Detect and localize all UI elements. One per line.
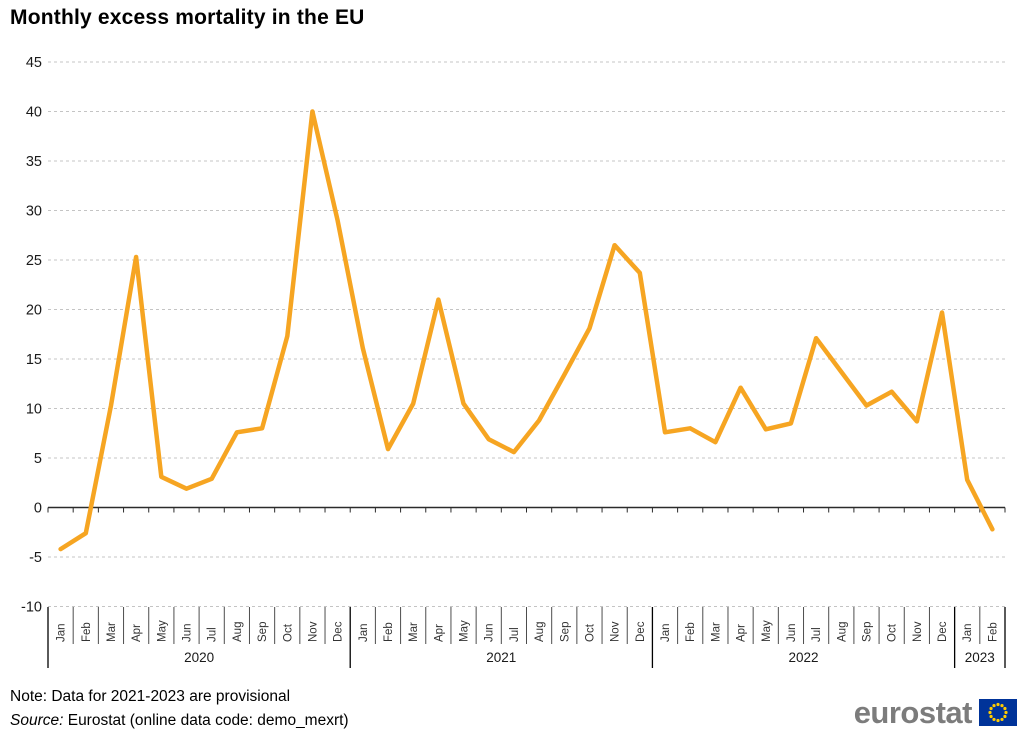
month-tick-label: Apr (131, 624, 143, 642)
month-tick-label: Oct (282, 623, 294, 642)
y-tick-label: 30 (26, 204, 42, 220)
month-tick-label: Jan (660, 623, 672, 642)
source-text: Eurostat (online data code: demo_mexrt) (63, 712, 349, 729)
y-tick-label: 15 (26, 352, 42, 368)
chart-note: Note: Data for 2021-2023 are provisional (10, 688, 291, 705)
month-tick-label: Oct (585, 623, 597, 642)
y-tick-label: 0 (34, 501, 42, 517)
y-tick-label: 5 (34, 451, 42, 467)
month-tick-label: Mar (408, 622, 420, 642)
y-tick-label: 25 (26, 253, 42, 269)
y-tick-label: -5 (29, 550, 42, 566)
month-tick-label: Feb (81, 622, 93, 642)
year-label: 2021 (486, 650, 516, 665)
month-tick-label: Oct (887, 623, 899, 642)
year-label: 2020 (184, 650, 214, 665)
month-tick-label: May (156, 620, 168, 642)
month-tick-label: Dec (937, 621, 949, 642)
chart-source: Source: Eurostat (online data code: demo… (10, 712, 349, 730)
y-gridlines (48, 61, 1005, 607)
month-tick-label: Jan (962, 623, 974, 642)
month-tick-label: Jun (786, 623, 798, 642)
month-tick-label: Jul (811, 627, 823, 642)
month-tick-label: Aug (836, 622, 848, 642)
month-tick-label: Nov (912, 621, 924, 642)
month-tick-label: Aug (534, 622, 546, 642)
page-title: Monthly excess mortality in the EU (10, 6, 365, 29)
month-tick-label: Sep (559, 622, 571, 642)
month-tick-label: Dec (635, 621, 647, 642)
eurostat-logo: eurostat (854, 697, 1017, 728)
y-tick-label: 35 (26, 154, 42, 170)
month-tick-label: Jul (207, 627, 219, 642)
month-tick-label: Sep (257, 622, 269, 642)
month-tick-label: Jul (509, 627, 521, 642)
excess-mortality-line-chart: 45 40 35 30 25 20 15 10 5 0 -5 -10 Jan Feb Mar Apr May Ju… (21, 55, 1006, 668)
month-tick-label: Jun (484, 623, 496, 642)
y-axis-labels: 45 40 35 30 25 20 15 10 5 0 -5 -10 (21, 55, 42, 616)
month-tick-label: Apr (736, 624, 748, 642)
month-tick-label: Sep (862, 622, 874, 642)
month-tick-label: Mar (710, 622, 722, 642)
month-tick-label: Nov (610, 621, 622, 642)
y-tick-label: 40 (26, 105, 42, 121)
month-tick-label: May (459, 620, 471, 642)
month-tick-label: Nov (307, 621, 319, 642)
month-tick-label: Mar (106, 622, 118, 642)
year-label: 2023 (965, 650, 995, 665)
month-separators (47, 607, 1006, 668)
chart-canvas: 45 40 35 30 25 20 15 10 5 0 -5 -10 Jan Feb Mar Apr May Ju… (21, 55, 1006, 668)
month-tick-label: Jan (358, 623, 370, 642)
month-tick-label: Dec (333, 621, 345, 642)
source-label: Source: (10, 712, 64, 729)
month-tick-label: Apr (433, 624, 445, 642)
y-tick-label: 20 (26, 303, 42, 319)
year-labels: 2020 2021 2022 2023 (184, 650, 995, 665)
month-tick-label: Aug (232, 622, 244, 642)
y-tick-label: 45 (26, 55, 42, 71)
zero-axis (47, 506, 1006, 513)
series-line-eu (58, 109, 995, 552)
month-tick-label: Jun (182, 623, 194, 642)
month-tick-label: Jan (56, 623, 68, 642)
month-tick-label: Feb (987, 622, 999, 642)
month-labels: Jan Feb Mar Apr May Jun Jul Aug Sep Oct Nov Dec Jan F… (56, 620, 1000, 642)
y-tick-label: 10 (26, 402, 42, 418)
month-tick-label: Feb (685, 622, 697, 642)
y-tick-label: -10 (21, 600, 42, 616)
eurostat-wordmark: eurostat (853, 695, 973, 730)
month-tick-label: Feb (383, 622, 395, 642)
year-label: 2022 (789, 650, 819, 665)
month-tick-label: May (761, 620, 773, 642)
eu-flag-icon (979, 699, 1017, 726)
